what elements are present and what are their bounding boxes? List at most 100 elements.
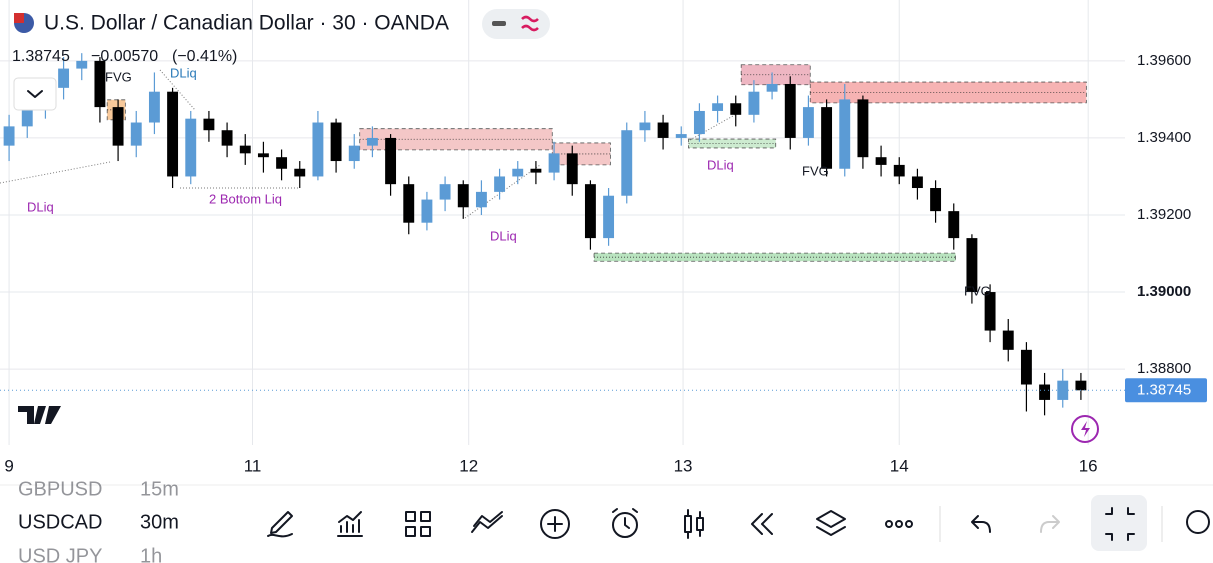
annotation: DLiq [707,157,734,172]
candle-body [875,157,887,165]
add-tool[interactable] [540,509,570,539]
last-price-tag [1125,378,1207,403]
candle-body [930,188,942,212]
annotation: FVG [802,163,829,178]
alarm-tool[interactable] [612,512,638,538]
zone [688,138,777,149]
price-change-pct: (−0.41%) [172,48,237,65]
candle-body [893,164,905,177]
candle-body [3,126,15,146]
more-dot[interactable] [895,520,903,528]
annotation: DLiq [27,199,54,214]
candle-body [112,107,124,146]
more-dot[interactable] [905,520,913,528]
candle-body [911,176,923,189]
candle-body [494,176,506,192]
watchlist-interval[interactable]: 1h [140,545,162,563]
candle-body [421,199,433,223]
zone [551,142,611,166]
candle-body [167,91,179,177]
candle-body [821,107,833,169]
watchlist-interval[interactable]: 30m [140,511,179,533]
ideas-tool[interactable] [1186,510,1210,534]
x-tick-label: 14 [890,456,909,475]
annotation: DLiq [490,228,517,243]
x-tick-label: 16 [1079,456,1098,475]
redo-tool[interactable] [1040,515,1060,533]
annotation: 2 Bottom Liq [209,191,282,206]
candle-body [548,153,560,173]
candle-body [857,99,869,158]
candle-body [748,91,760,115]
candle-body [221,130,233,146]
candle-body [603,195,615,239]
candle-body [475,191,487,208]
annotation: DLiq [170,65,197,80]
symbol-title: U.S. Dollar / Canadian Dollar · 30 · OAN… [44,12,449,35]
alert-icon[interactable] [1071,415,1099,443]
candle-body [185,118,197,177]
y-tick-label: 1.39600 [1137,52,1191,69]
candle-body [839,99,851,169]
compare-tool[interactable] [471,511,503,533]
y-tick-label: 1.39400 [1137,129,1191,146]
layers-tool[interactable] [816,510,846,536]
candle-body [403,184,415,223]
status-pill[interactable] [482,9,550,39]
candle-body [94,60,106,108]
watchlist-symbol[interactable]: USD JPY [18,545,102,563]
candle-body [148,91,160,123]
fullscreen-button[interactable] [1091,495,1147,551]
annotation: FVG [964,283,991,298]
layouts-tool[interactable] [405,511,431,537]
chart-type-tool[interactable] [684,509,704,539]
watchlist-symbol[interactable]: USDCAD [18,511,102,533]
watchlist-symbol[interactable]: GBPUSD [18,478,102,500]
y-tick-label: 1.38800 [1137,360,1191,377]
pill-icon [492,21,506,26]
last-price-label: 1.38745 [1137,381,1191,398]
candle-body [766,83,778,92]
draw-tool[interactable] [267,511,293,538]
y-tick-label: 1.39000 [1137,283,1191,300]
candle-body [457,184,469,208]
last-price: 1.38745 [12,48,70,65]
indicators-tool[interactable] [337,511,363,537]
candle-body [984,292,996,331]
candle-body [330,122,342,162]
chevron-icon [27,90,43,98]
price-change: −0.00570 [91,48,158,65]
toolbar [267,495,1210,551]
candle-body [312,122,324,177]
collapse-button[interactable] [13,77,57,111]
candle-body [1039,384,1051,400]
candle-body [1075,380,1087,391]
x-tick-label: 9 [4,456,13,475]
candle-body [621,130,633,196]
candle-body [712,103,724,111]
replay-tool[interactable] [751,513,773,535]
alarm-icon [612,508,638,529]
alert-bolt [1081,421,1090,437]
zone [740,64,811,86]
fullscreen-icon [1105,507,1135,541]
candle-body [693,110,705,135]
undo-tool[interactable] [971,515,991,533]
candle-body [802,107,814,138]
candle-body [784,83,796,138]
candle-body [675,134,687,138]
y-tick-label: 1.39200 [1137,206,1191,223]
candle-body [566,153,578,185]
more-dot[interactable] [885,520,893,528]
candle-body [203,118,215,131]
candle-body [76,60,88,69]
x-tick-label: 13 [674,456,693,475]
candle-body [1020,349,1032,385]
candle-body [584,184,596,239]
tv-logo [18,406,61,424]
candle-body [948,211,960,239]
plot-area: 1.38800 1.39000 1.39200 1.39400 1.39600 9 11 12… [0,0,1207,475]
candle-body [657,122,669,138]
watchlist-interval[interactable]: 15m [140,478,179,500]
